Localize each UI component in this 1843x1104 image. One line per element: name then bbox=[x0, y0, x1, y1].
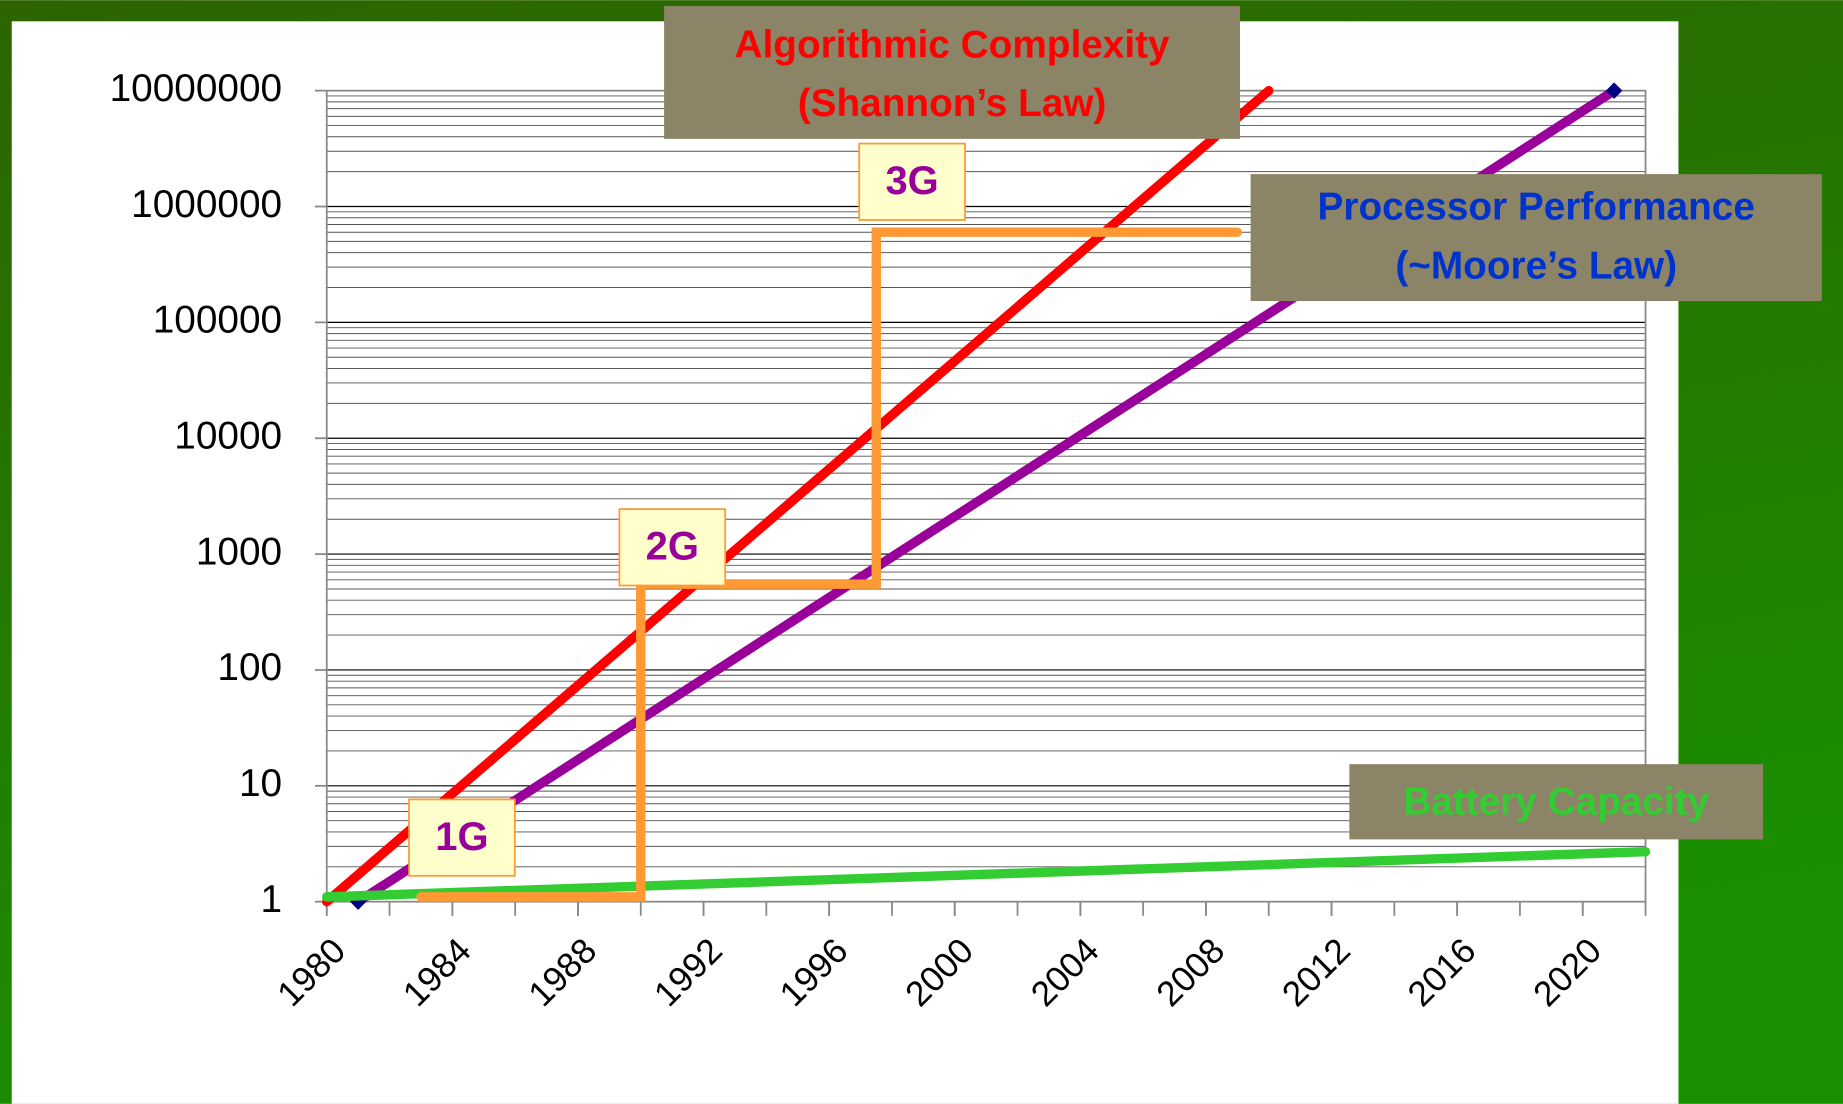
y-tick-label: 1000 bbox=[196, 530, 282, 573]
generation-label: 1G bbox=[435, 815, 488, 859]
generation-box bbox=[618, 508, 727, 587]
annotation-box bbox=[1349, 764, 1764, 840]
annotation-box bbox=[1250, 174, 1822, 302]
generation-box bbox=[408, 798, 516, 877]
annotation-text: Processor Performance bbox=[1318, 186, 1755, 229]
y-tick-label: 100000 bbox=[153, 299, 282, 342]
annotation-box bbox=[664, 6, 1241, 139]
y-tick-label: 1 bbox=[261, 878, 283, 921]
annotation-text: (~Moore’s Law) bbox=[1395, 244, 1677, 287]
series-line bbox=[322, 85, 1274, 907]
generation-label: 2G bbox=[646, 525, 699, 569]
y-tick-label: 10 bbox=[239, 762, 282, 805]
annotation-text: (Shannon’s Law) bbox=[798, 82, 1107, 125]
y-tick-label: 10000000 bbox=[110, 67, 282, 110]
generation-box bbox=[858, 142, 966, 221]
generation-label: 3G bbox=[885, 159, 938, 203]
series-line bbox=[416, 227, 1243, 902]
annotation-text: Battery Capacity bbox=[1403, 780, 1709, 823]
series-marker bbox=[1605, 82, 1623, 99]
series-line bbox=[322, 846, 1651, 902]
y-tick-label: 1000000 bbox=[131, 183, 282, 226]
y-tick-label: 100 bbox=[217, 646, 282, 689]
y-tick-label: 10000 bbox=[174, 414, 282, 457]
annotation-text: Algorithmic Complexity bbox=[735, 23, 1171, 66]
